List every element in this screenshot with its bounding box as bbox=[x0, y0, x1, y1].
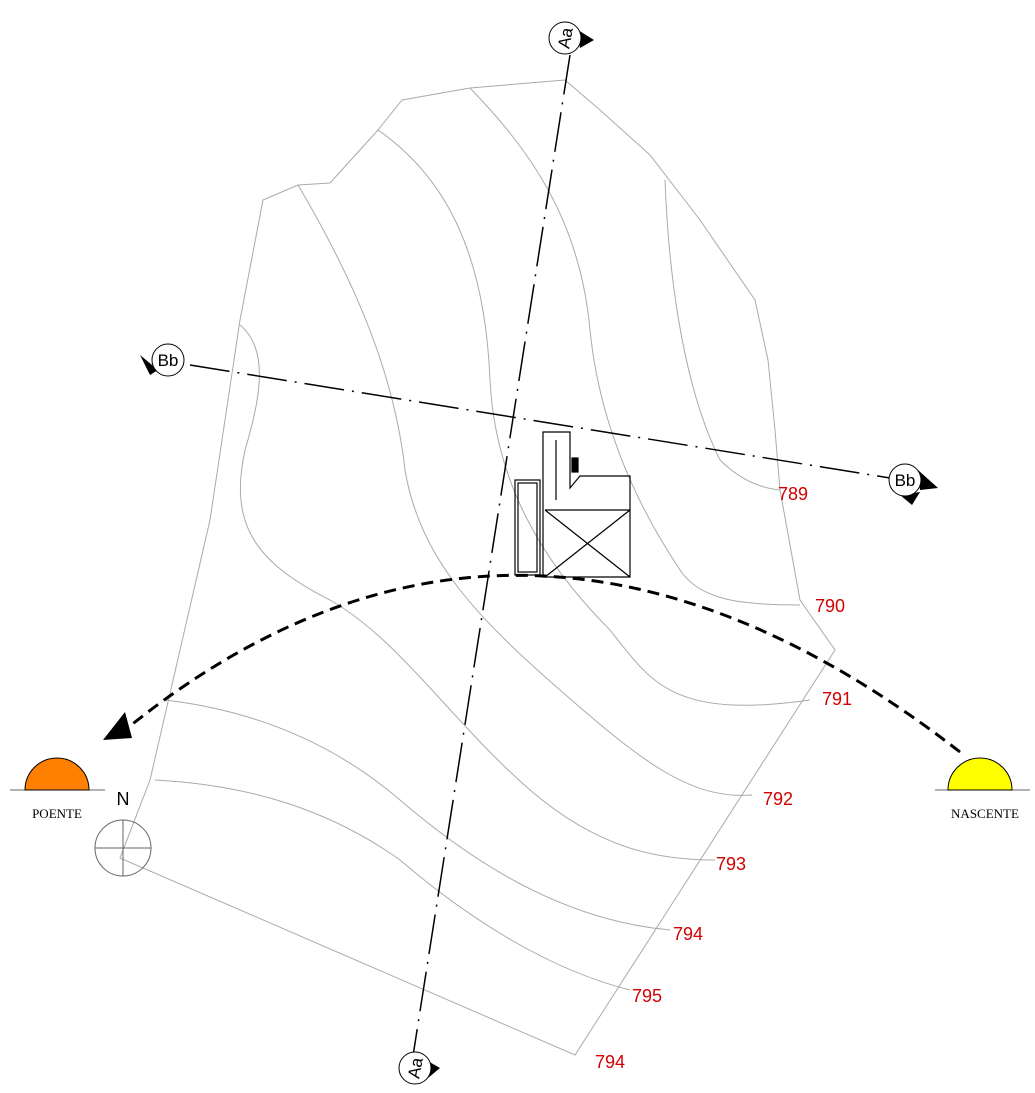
sun-label: NASCENTE bbox=[951, 806, 1019, 821]
section-marker: Bb bbox=[888, 463, 938, 505]
contour-label: 795 bbox=[632, 986, 662, 1006]
contour bbox=[469, 87, 801, 606]
section-marker: Aa bbox=[548, 21, 594, 55]
contour bbox=[239, 324, 716, 861]
contour bbox=[664, 179, 781, 491]
contour-label: 794 bbox=[673, 924, 703, 944]
contour-label: 789 bbox=[778, 484, 808, 504]
sun-label: POENTE bbox=[32, 806, 82, 821]
section-label: Aa bbox=[404, 1056, 426, 1080]
section-line bbox=[189, 364, 891, 479]
lot-outline bbox=[119, 79, 836, 1056]
sun-west bbox=[24, 757, 90, 791]
contour-label: 792 bbox=[763, 789, 793, 809]
section-label: Aa bbox=[554, 26, 576, 50]
contour bbox=[164, 699, 671, 931]
contour-label: 794 bbox=[595, 1052, 625, 1072]
contour bbox=[154, 779, 631, 991]
sun-path bbox=[124, 573, 961, 754]
house bbox=[514, 431, 631, 578]
section-label: Bb bbox=[158, 351, 179, 370]
contour-label: 790 bbox=[815, 596, 845, 616]
contour bbox=[377, 129, 811, 706]
north-symbol bbox=[94, 819, 152, 877]
section-marker: Aa bbox=[398, 1051, 440, 1085]
contour-label: 793 bbox=[716, 854, 746, 874]
north-label: N bbox=[117, 789, 130, 809]
section-line bbox=[409, 54, 571, 1076]
sun-east bbox=[947, 757, 1013, 791]
section-label: Bb bbox=[895, 471, 916, 490]
arrowhead bbox=[103, 712, 132, 740]
contour-label: 791 bbox=[822, 689, 852, 709]
section-marker: Bb bbox=[140, 343, 185, 377]
contour bbox=[297, 184, 753, 796]
